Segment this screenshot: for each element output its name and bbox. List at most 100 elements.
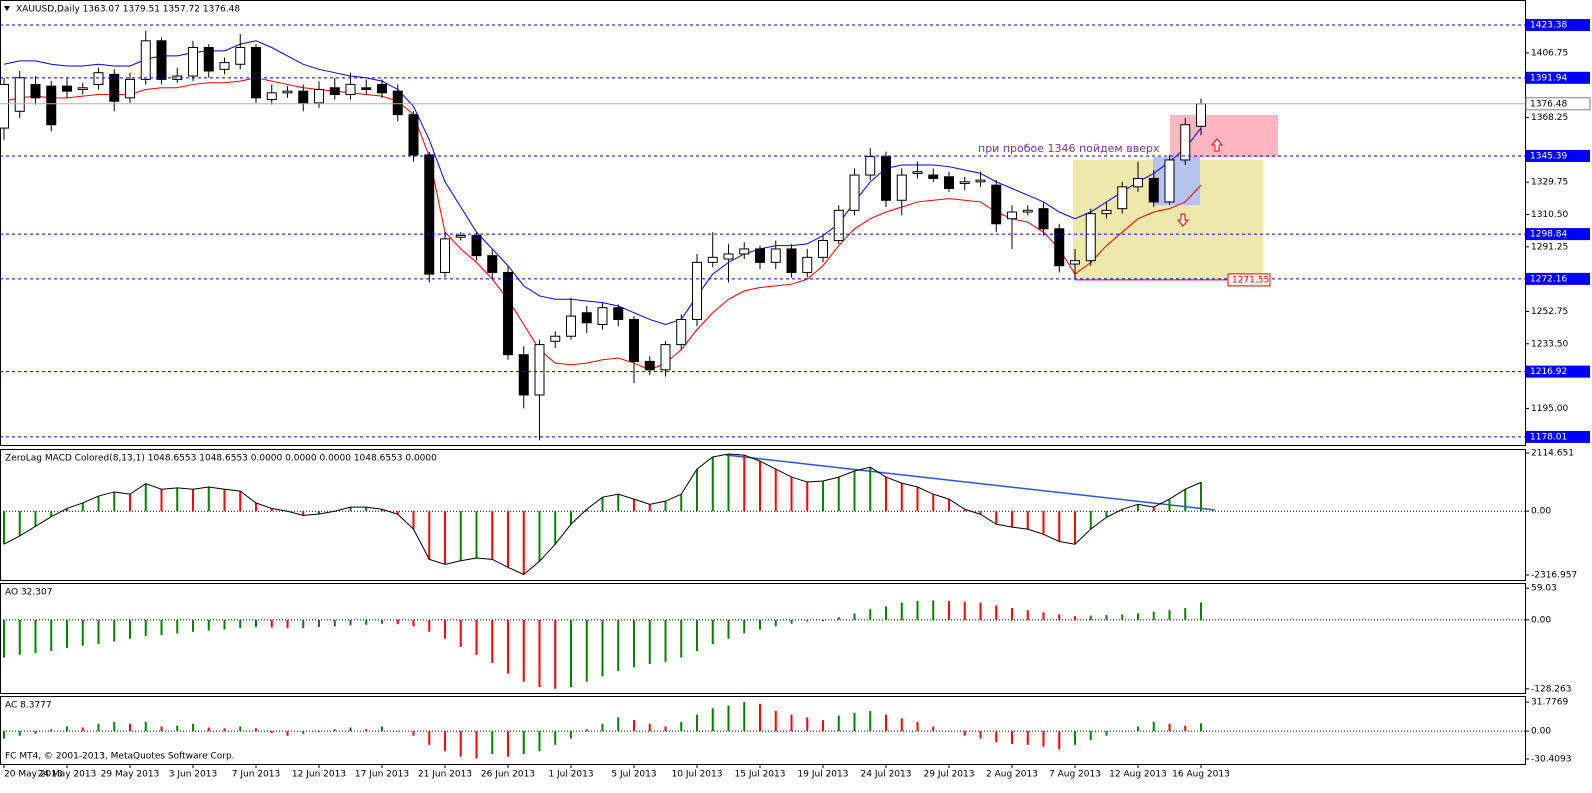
histogram-bar	[349, 727, 352, 732]
histogram-bar	[1184, 608, 1187, 620]
histogram-bar	[302, 619, 305, 628]
histogram-bar	[66, 726, 68, 732]
y-tick-label: 1310.50	[1531, 210, 1568, 220]
histogram-bar	[381, 726, 383, 732]
histogram-bar	[648, 619, 651, 664]
histogram-bar	[491, 619, 494, 663]
panel-title: AO 32.307	[5, 588, 52, 598]
histogram-bar	[302, 731, 305, 734]
level-label: 1272.16	[1530, 274, 1567, 284]
candle-body	[503, 271, 513, 356]
histogram-bar	[207, 619, 210, 631]
candle-body	[440, 238, 450, 273]
histogram-bar	[822, 619, 824, 621]
histogram-bar	[648, 504, 651, 512]
candle-body	[629, 318, 639, 362]
level-label-box	[1526, 430, 1590, 443]
histogram-bar	[932, 600, 935, 620]
candle-body	[329, 87, 340, 96]
macd-trendline	[725, 454, 1216, 511]
histogram-bar	[1152, 611, 1155, 620]
histogram-bar	[396, 619, 399, 625]
histogram-bar	[18, 731, 21, 736]
histogram-bar	[270, 731, 273, 733]
y-tick-label: 0.00	[1531, 615, 1551, 625]
histogram-bar	[1200, 602, 1202, 620]
candle-body	[1196, 103, 1206, 127]
candle-body	[692, 261, 702, 320]
x-tick-label: 19 Jul 2013	[798, 770, 849, 780]
histogram-bar	[192, 619, 194, 632]
histogram-bar	[853, 613, 856, 620]
candle-body	[928, 174, 939, 179]
histogram-bar	[239, 726, 242, 732]
candle-body	[991, 184, 1002, 225]
histogram-bar	[554, 619, 557, 689]
histogram-bar	[1089, 731, 1092, 741]
histogram-bar	[302, 511, 305, 516]
histogram-bar	[585, 729, 588, 732]
histogram-bar	[916, 601, 919, 620]
histogram-bar	[160, 726, 163, 732]
histogram-bar	[3, 619, 5, 658]
histogram-bar	[995, 511, 998, 525]
histogram-bar	[585, 619, 588, 682]
histogram-bar	[66, 508, 68, 512]
candle-body	[140, 40, 151, 80]
candle-body	[1148, 177, 1159, 203]
histogram-bar	[774, 711, 777, 732]
histogram-bar	[475, 511, 478, 558]
candle-body	[14, 77, 25, 112]
panel-title: XAUUSD,Daily 1363.07 1379.51 1357.72 137…	[16, 5, 240, 15]
histogram-bar	[349, 507, 352, 512]
histogram-bar	[255, 728, 257, 732]
histogram-bar	[900, 718, 903, 732]
histogram-bar	[1026, 511, 1029, 530]
candle-body	[1054, 228, 1065, 267]
histogram-bar	[869, 711, 872, 732]
candle-body	[487, 255, 498, 273]
candle-body	[203, 47, 214, 72]
last-price-label: 1376.48	[1530, 99, 1567, 109]
histogram-bar	[507, 731, 509, 757]
candle-body	[613, 307, 624, 320]
histogram-bar	[318, 731, 320, 733]
histogram-bar	[522, 511, 525, 575]
candle-body	[62, 85, 72, 92]
histogram-bar	[50, 729, 53, 732]
y-tick-label: 1406.75	[1531, 48, 1568, 58]
candle-body	[1070, 260, 1080, 265]
y-tick-label: 0.00	[1531, 507, 1551, 517]
histogram-bar	[176, 725, 179, 732]
histogram-bar	[538, 731, 541, 752]
level-label: 1216.92	[1530, 367, 1567, 377]
candle-body	[282, 90, 293, 94]
histogram-bar	[81, 502, 84, 512]
histogram-bar	[396, 731, 399, 732]
histogram-bar	[648, 723, 651, 732]
candle-body	[1085, 213, 1096, 262]
histogram-bar	[223, 489, 226, 512]
indicator-line	[3, 77, 1202, 371]
candle-body	[975, 179, 986, 183]
y-tick-label: 1252.75	[1531, 307, 1568, 317]
histogram-bar	[601, 619, 604, 677]
histogram-bar	[522, 619, 525, 682]
histogram-bar	[160, 619, 163, 635]
histogram-bar	[333, 729, 336, 732]
candle-body	[77, 87, 88, 90]
y-tick-label: 0.00	[1531, 727, 1551, 737]
histogram-bar	[1074, 616, 1076, 620]
histogram-bar	[806, 717, 809, 732]
level-label-box	[1526, 149, 1590, 162]
panel-frame	[0, 583, 1526, 694]
histogram-bar	[428, 619, 431, 632]
histogram-bar	[727, 453, 730, 512]
candle-body	[314, 88, 324, 104]
histogram-bar	[1011, 608, 1013, 620]
histogram-bar	[491, 511, 494, 560]
histogram-bar	[1042, 731, 1045, 747]
